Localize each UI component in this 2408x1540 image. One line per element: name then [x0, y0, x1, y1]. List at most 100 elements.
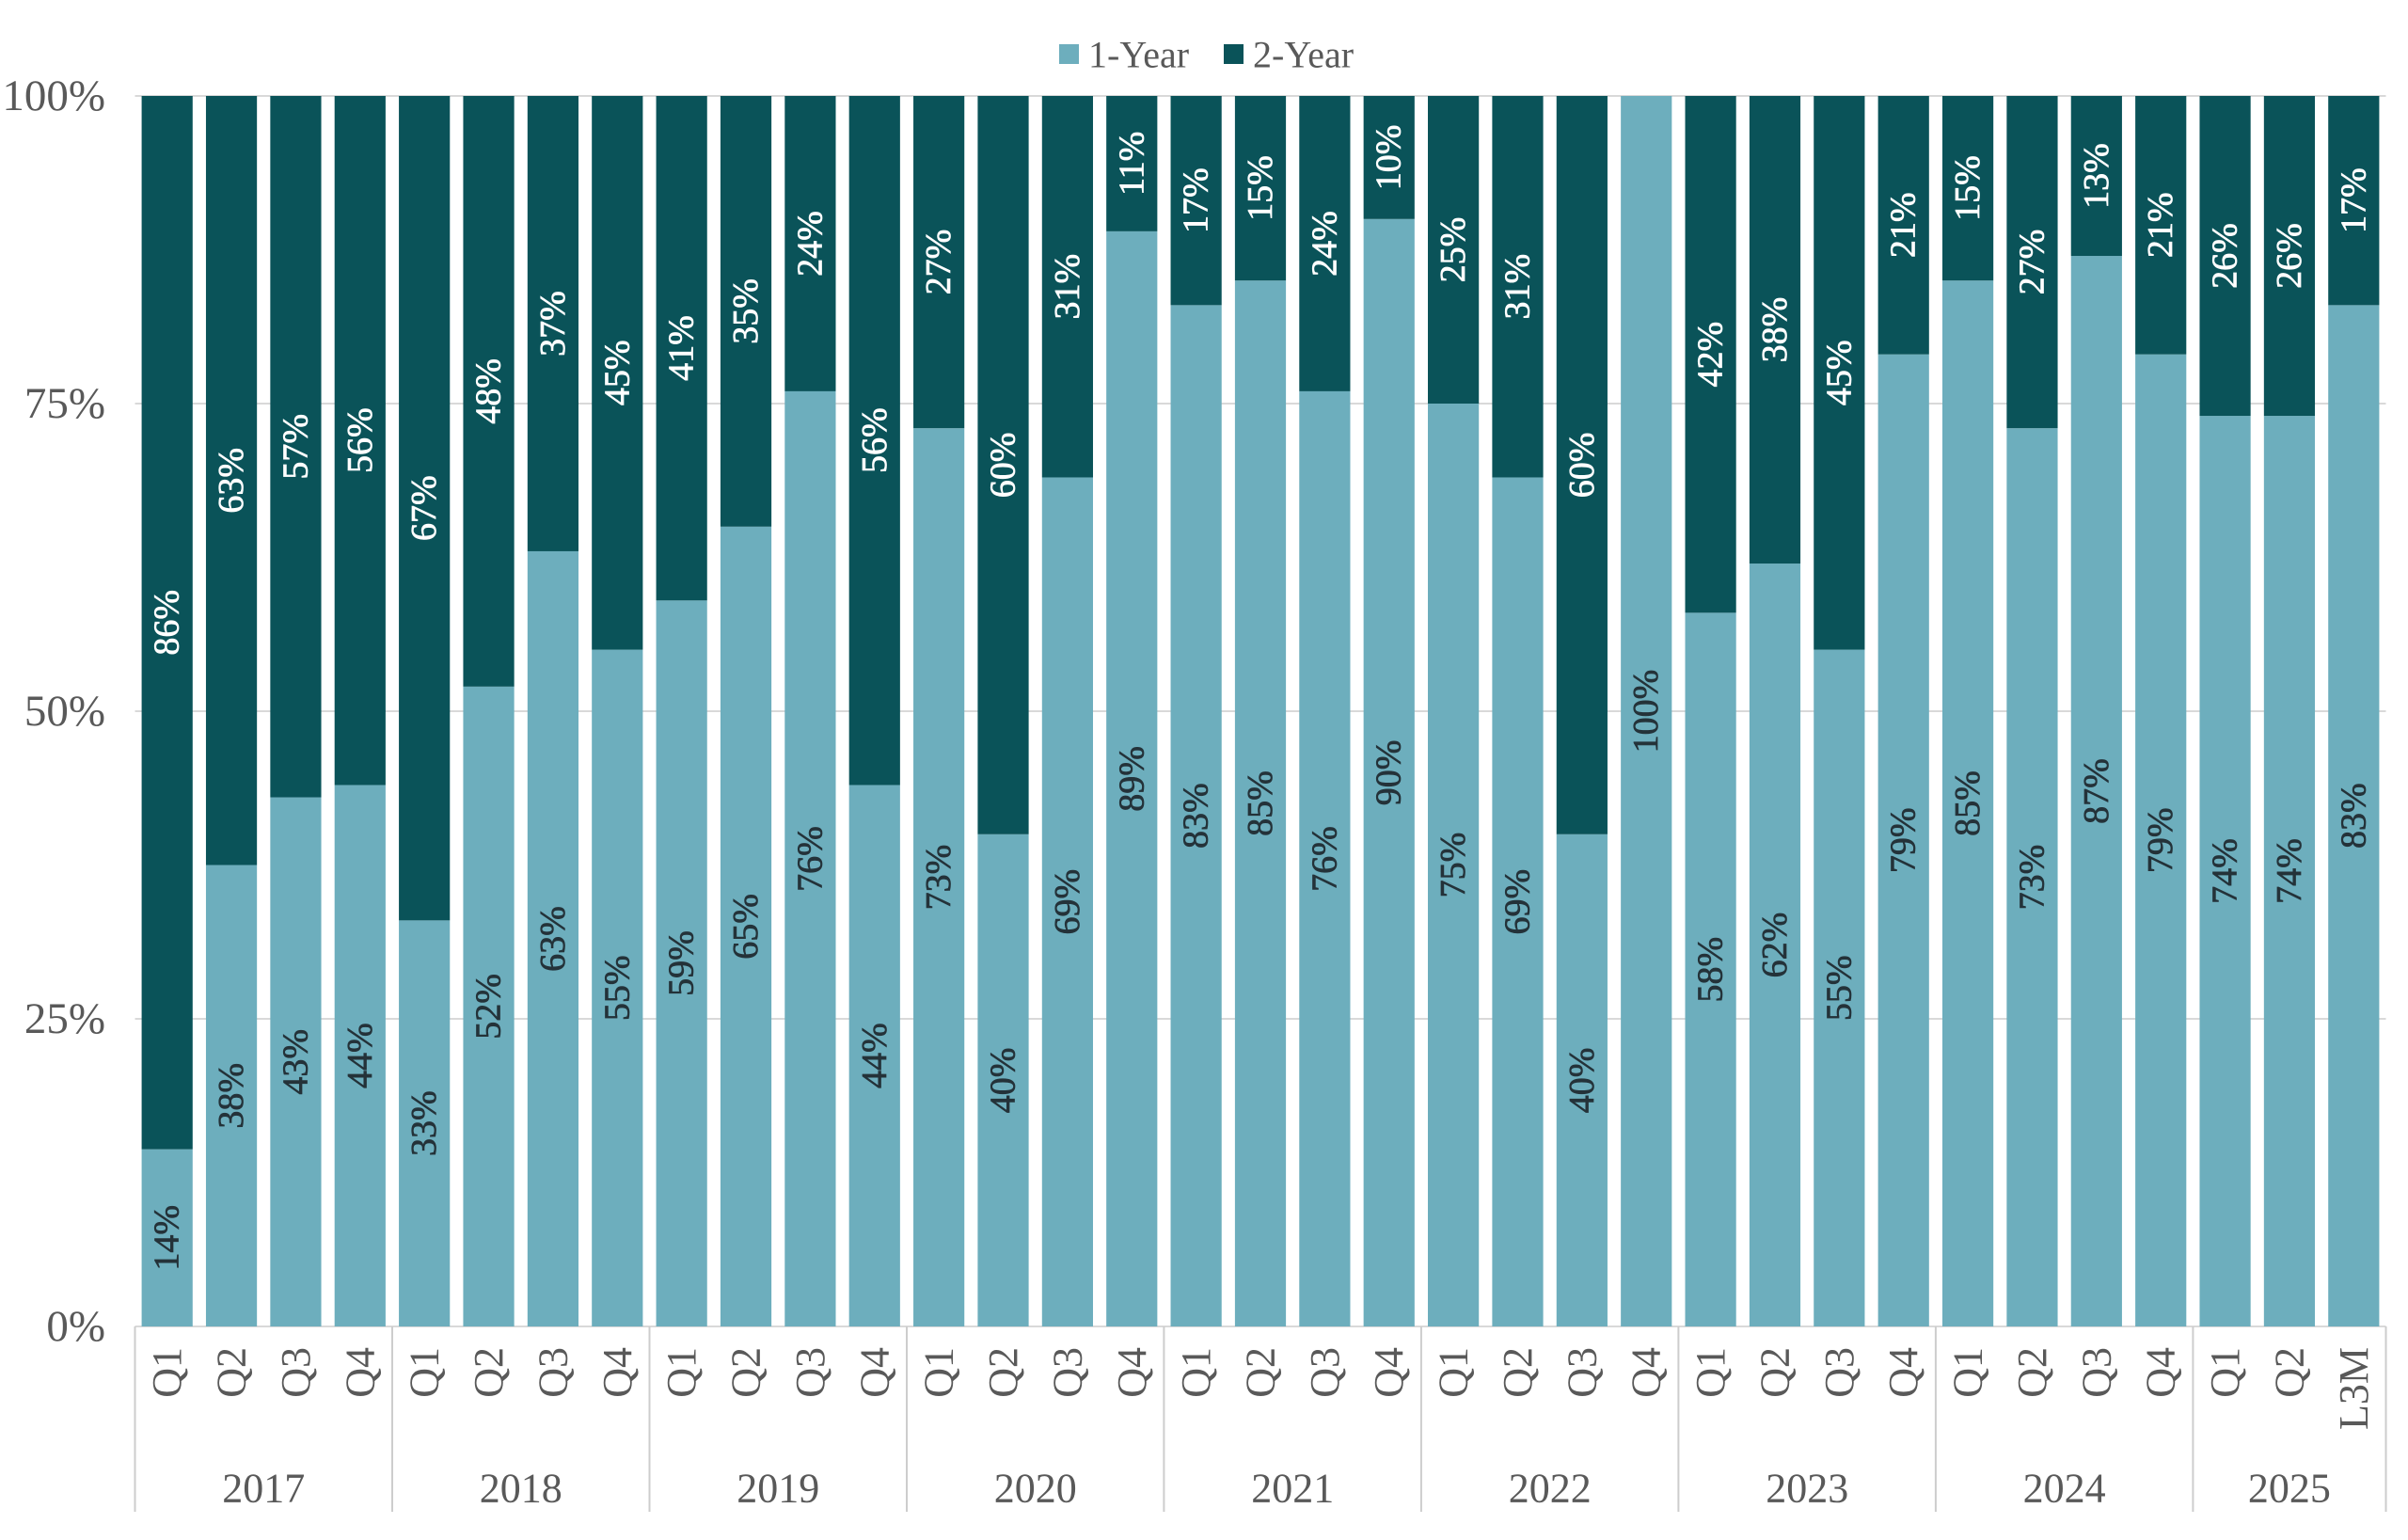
svg-text:Q4: Q4 — [2138, 1347, 2184, 1398]
svg-text:2022: 2022 — [1509, 1466, 1592, 1512]
svg-text:2-Year: 2-Year — [1253, 34, 1354, 76]
svg-text:1-Year: 1-Year — [1088, 34, 1189, 76]
svg-text:43%: 43% — [276, 1029, 315, 1095]
svg-text:31%: 31% — [1498, 254, 1538, 320]
svg-text:75%: 75% — [24, 379, 105, 428]
svg-text:25%: 25% — [24, 994, 105, 1043]
svg-text:85%: 85% — [1948, 770, 1988, 836]
svg-text:86%: 86% — [148, 590, 187, 656]
svg-text:75%: 75% — [1434, 833, 1473, 898]
svg-text:63%: 63% — [212, 448, 251, 514]
svg-text:38%: 38% — [212, 1063, 251, 1129]
svg-text:25%: 25% — [1434, 217, 1473, 283]
svg-text:Q2: Q2 — [466, 1347, 512, 1398]
svg-text:26%: 26% — [2270, 223, 2309, 289]
svg-text:Q4: Q4 — [1109, 1347, 1155, 1398]
svg-text:0%: 0% — [46, 1302, 105, 1351]
svg-text:76%: 76% — [1305, 826, 1344, 892]
svg-text:Q2: Q2 — [723, 1347, 769, 1398]
svg-text:38%: 38% — [1755, 297, 1795, 363]
svg-text:27%: 27% — [919, 230, 958, 295]
svg-text:Q4: Q4 — [1880, 1347, 1926, 1398]
svg-text:Q3: Q3 — [1044, 1347, 1090, 1398]
svg-text:Q3: Q3 — [1302, 1347, 1348, 1398]
svg-text:Q1: Q1 — [2202, 1347, 2248, 1398]
svg-text:67%: 67% — [404, 475, 444, 541]
svg-text:2018: 2018 — [480, 1466, 562, 1512]
svg-text:2025: 2025 — [2248, 1466, 2331, 1512]
svg-text:41%: 41% — [662, 315, 702, 381]
svg-text:Q4: Q4 — [594, 1347, 641, 1398]
svg-text:27%: 27% — [2013, 230, 2052, 295]
svg-text:13%: 13% — [2077, 143, 2116, 209]
svg-text:Q3: Q3 — [1559, 1347, 1605, 1398]
svg-text:79%: 79% — [1884, 807, 1924, 873]
svg-text:45%: 45% — [597, 340, 637, 405]
svg-text:10%: 10% — [1370, 125, 1409, 191]
svg-text:Q1: Q1 — [1173, 1347, 1219, 1398]
svg-text:50%: 50% — [24, 687, 105, 736]
svg-text:65%: 65% — [726, 894, 766, 960]
svg-text:73%: 73% — [2013, 845, 2052, 911]
svg-text:57%: 57% — [276, 414, 315, 480]
svg-text:42%: 42% — [1691, 322, 1731, 388]
svg-text:100%: 100% — [1626, 670, 1666, 754]
svg-text:Q1: Q1 — [402, 1347, 448, 1398]
svg-text:Q4: Q4 — [851, 1347, 897, 1398]
svg-text:40%: 40% — [984, 1048, 1023, 1114]
svg-text:Q3: Q3 — [273, 1347, 319, 1398]
svg-text:15%: 15% — [1948, 155, 1988, 221]
svg-text:Q3: Q3 — [2073, 1347, 2119, 1398]
svg-text:33%: 33% — [404, 1090, 444, 1156]
svg-text:26%: 26% — [2206, 223, 2245, 289]
svg-text:55%: 55% — [597, 955, 637, 1021]
svg-text:Q2: Q2 — [1752, 1347, 1798, 1398]
svg-text:83%: 83% — [2334, 783, 2373, 849]
svg-text:21%: 21% — [2141, 192, 2180, 258]
svg-text:Q1: Q1 — [1945, 1347, 1991, 1398]
svg-text:87%: 87% — [2077, 758, 2116, 824]
svg-text:Q1: Q1 — [658, 1347, 705, 1398]
svg-text:60%: 60% — [984, 433, 1023, 499]
svg-text:2020: 2020 — [994, 1466, 1077, 1512]
svg-text:2019: 2019 — [737, 1466, 819, 1512]
svg-text:35%: 35% — [726, 278, 766, 344]
svg-text:74%: 74% — [2206, 838, 2245, 904]
svg-text:Q2: Q2 — [209, 1347, 255, 1398]
svg-text:Q4: Q4 — [337, 1347, 383, 1398]
svg-text:17%: 17% — [1177, 167, 1216, 233]
svg-text:83%: 83% — [1177, 783, 1216, 849]
svg-text:45%: 45% — [1819, 340, 1859, 405]
svg-text:Q3: Q3 — [530, 1347, 576, 1398]
svg-text:Q1: Q1 — [144, 1347, 190, 1398]
svg-text:Q3: Q3 — [1816, 1347, 1862, 1398]
svg-text:2021: 2021 — [1251, 1466, 1334, 1512]
svg-text:40%: 40% — [1562, 1048, 1602, 1114]
svg-text:2023: 2023 — [1766, 1466, 1848, 1512]
svg-text:58%: 58% — [1691, 937, 1731, 1003]
svg-text:Q4: Q4 — [1624, 1347, 1670, 1398]
svg-text:15%: 15% — [1241, 155, 1280, 221]
svg-text:63%: 63% — [533, 906, 573, 972]
svg-text:55%: 55% — [1819, 955, 1859, 1021]
svg-text:89%: 89% — [1112, 746, 1151, 812]
svg-text:24%: 24% — [790, 211, 830, 277]
svg-text:56%: 56% — [855, 407, 895, 473]
svg-text:37%: 37% — [533, 291, 573, 357]
svg-text:14%: 14% — [148, 1205, 187, 1271]
svg-text:59%: 59% — [662, 930, 702, 996]
svg-text:21%: 21% — [1884, 192, 1924, 258]
svg-text:31%: 31% — [1048, 254, 1087, 320]
svg-text:90%: 90% — [1370, 740, 1409, 806]
svg-text:Q2: Q2 — [2266, 1347, 2312, 1398]
svg-text:11%: 11% — [1112, 132, 1151, 196]
svg-text:L3M: L3M — [2331, 1347, 2377, 1430]
svg-text:17%: 17% — [2334, 167, 2373, 233]
svg-text:Q2: Q2 — [2009, 1347, 2055, 1398]
svg-text:2024: 2024 — [2023, 1466, 2106, 1512]
svg-text:69%: 69% — [1498, 869, 1538, 935]
svg-text:Q2: Q2 — [1238, 1347, 1284, 1398]
svg-text:69%: 69% — [1048, 869, 1087, 935]
svg-text:24%: 24% — [1305, 211, 1344, 277]
svg-text:Q1: Q1 — [1687, 1347, 1734, 1398]
